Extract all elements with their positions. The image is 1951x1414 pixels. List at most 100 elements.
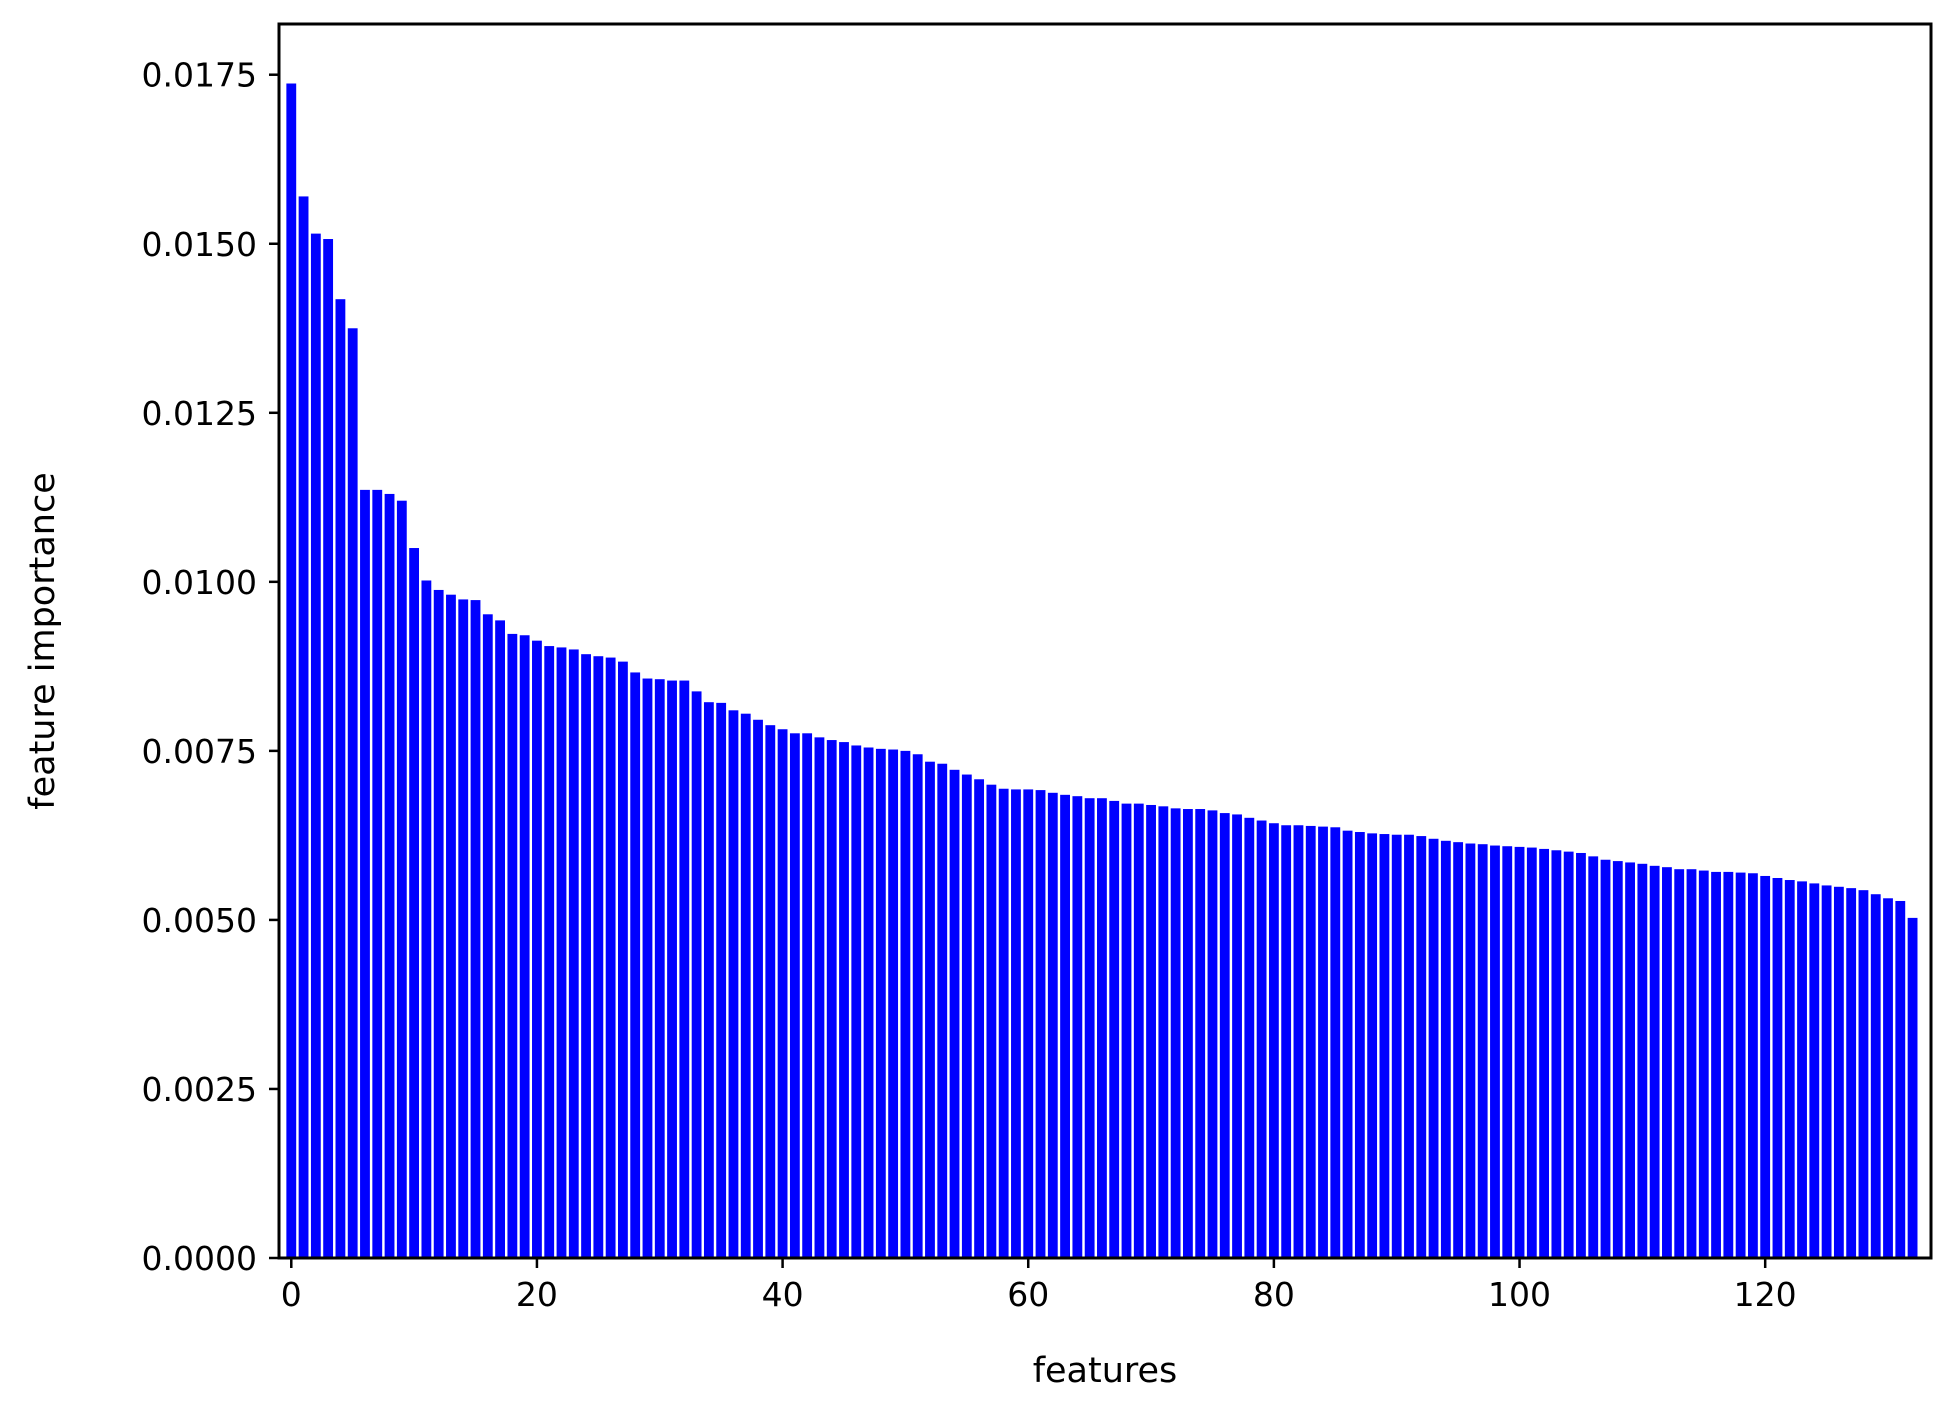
bar (1011, 789, 1021, 1258)
bar (1637, 863, 1648, 1258)
x-axis-ticks: 0 20 40 60 80 100 120 (281, 1258, 1797, 1314)
bar (544, 646, 555, 1258)
bar (470, 600, 481, 1258)
bar (556, 647, 567, 1258)
bar (716, 702, 727, 1258)
bar (1895, 900, 1906, 1258)
bar (1060, 794, 1070, 1258)
bar (507, 633, 518, 1258)
bar (1256, 820, 1267, 1258)
bar (310, 233, 321, 1258)
bar (900, 750, 911, 1258)
bar (1330, 827, 1341, 1258)
bar (1514, 846, 1525, 1258)
y-axis-label: feature importance (23, 472, 63, 809)
bar (1232, 814, 1242, 1258)
bar (1747, 873, 1758, 1258)
bar (1797, 881, 1807, 1258)
bar (1281, 825, 1292, 1258)
bar (789, 733, 800, 1258)
bar (1465, 843, 1476, 1258)
bar (998, 788, 1009, 1258)
bar (482, 614, 493, 1258)
bar (1772, 877, 1783, 1258)
bar (1097, 798, 1107, 1258)
bar (654, 679, 665, 1258)
x-tick-label: 100 (1488, 1275, 1551, 1314)
bar (409, 548, 420, 1258)
x-tick-label: 40 (762, 1275, 804, 1314)
y-tick-label: 0.0150 (142, 225, 257, 264)
x-tick-label: 120 (1734, 1275, 1797, 1314)
bar (1121, 803, 1132, 1258)
bar (1907, 917, 1918, 1258)
y-tick-label: 0.0075 (142, 732, 257, 771)
bar (1809, 883, 1820, 1258)
bar (1293, 825, 1304, 1258)
bar (1576, 852, 1586, 1258)
bar (421, 580, 432, 1258)
bar (875, 748, 886, 1258)
x-tick-label: 60 (1007, 1275, 1049, 1314)
bar (667, 680, 677, 1258)
bar (839, 742, 849, 1258)
bar (593, 656, 604, 1258)
bar (1625, 862, 1635, 1258)
bar (1477, 844, 1488, 1258)
bar (360, 489, 370, 1258)
bar (446, 594, 456, 1258)
x-axis-label: features (1033, 1351, 1178, 1391)
bar (1833, 886, 1844, 1258)
bar (1023, 789, 1034, 1258)
bar (949, 769, 960, 1258)
bar (1440, 840, 1451, 1258)
bar (617, 661, 628, 1258)
bar (1502, 846, 1513, 1258)
bar (1539, 848, 1550, 1258)
bar (1883, 898, 1893, 1258)
bar (568, 649, 579, 1258)
bar (937, 763, 948, 1258)
bar (1318, 826, 1328, 1258)
bar (1072, 796, 1083, 1258)
bar (1158, 806, 1169, 1258)
bar (1760, 875, 1771, 1258)
bar (1109, 800, 1120, 1258)
bar (765, 725, 776, 1258)
bar (961, 774, 972, 1258)
bar (433, 589, 444, 1258)
y-tick-label: 0.0025 (142, 1070, 257, 1109)
bar (1649, 865, 1660, 1258)
bar (1453, 842, 1464, 1258)
x-tick-label: 0 (281, 1275, 302, 1314)
bar (1084, 798, 1095, 1258)
bar (396, 500, 407, 1258)
bar (1416, 836, 1427, 1258)
bar (519, 635, 530, 1258)
bar (974, 779, 985, 1258)
y-tick-label: 0.0175 (142, 56, 257, 95)
bar (1268, 823, 1279, 1258)
bar (777, 729, 788, 1258)
bar (1354, 832, 1365, 1258)
bar (1244, 817, 1255, 1258)
bar (1551, 850, 1562, 1258)
bar (495, 620, 505, 1258)
bar (1821, 885, 1832, 1258)
bar (1723, 871, 1734, 1258)
bar (912, 754, 923, 1258)
bar (1133, 803, 1144, 1258)
bar (384, 493, 395, 1259)
bar (1711, 871, 1721, 1258)
bar (1526, 847, 1537, 1258)
bar (1047, 792, 1058, 1258)
bar (286, 83, 297, 1259)
bar (347, 328, 358, 1258)
bar (703, 702, 714, 1258)
y-axis-ticks: 0.0000 0.0025 0.0050 0.0075 0.0100 0.0125 0.01… (142, 56, 279, 1278)
bar (753, 719, 763, 1258)
y-tick-label: 0.0000 (142, 1239, 257, 1278)
bar (1207, 810, 1218, 1258)
bar (814, 737, 825, 1258)
